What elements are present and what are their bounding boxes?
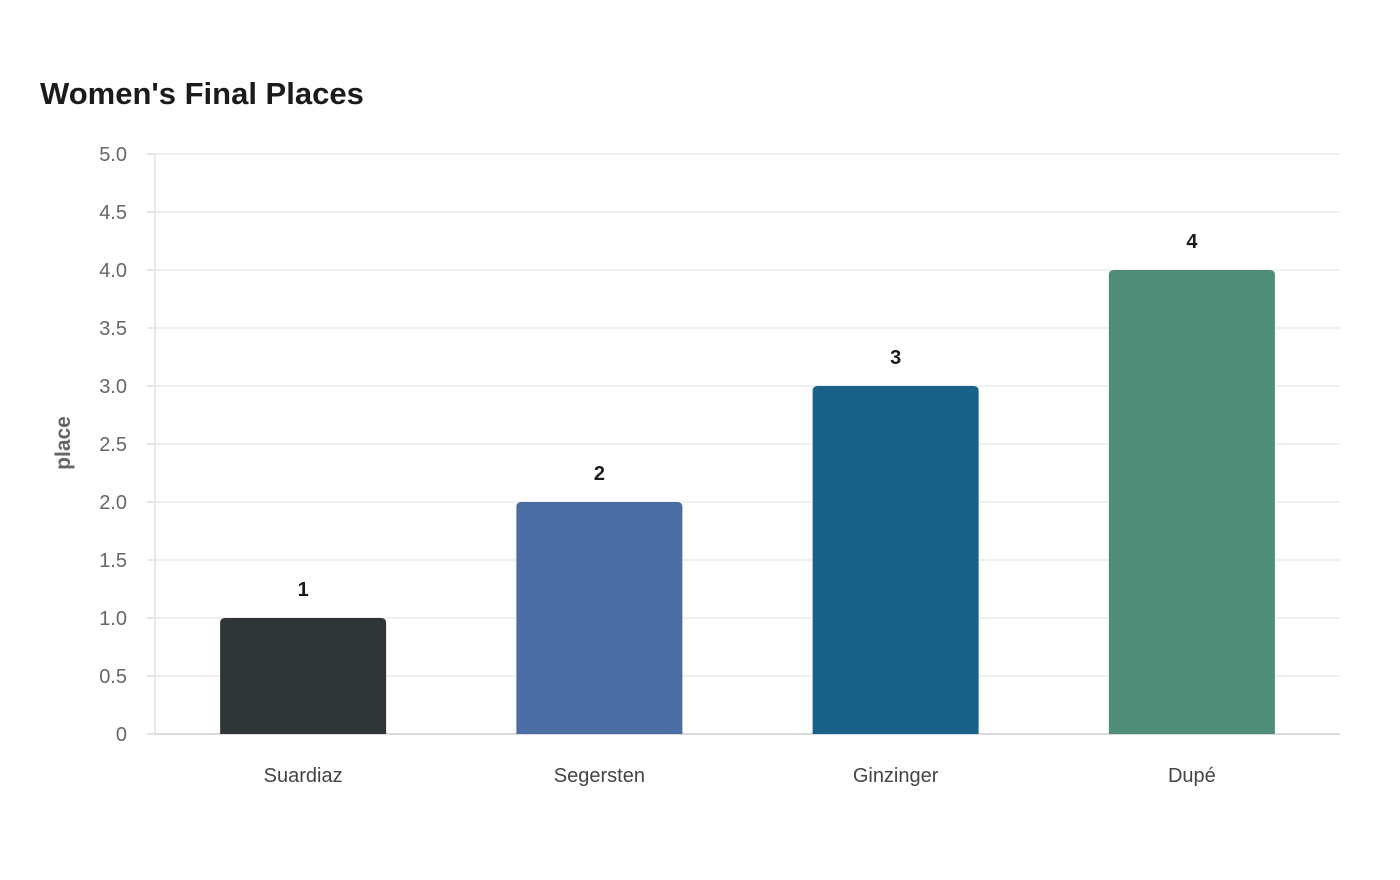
y-tick-label: 1.0 [99, 608, 127, 630]
y-tick-label: 2.0 [99, 492, 127, 514]
x-tick-label: Suardiaz [264, 765, 343, 787]
data-label: 3 [890, 347, 901, 369]
y-axis-title: place [52, 416, 75, 470]
y-tick-label: 0.5 [99, 666, 127, 688]
data-label: 4 [1186, 231, 1198, 253]
bar-suardiaz[interactable] [220, 618, 387, 734]
data-label: 1 [298, 579, 309, 601]
y-tick-label: 5.0 [99, 144, 127, 166]
bars [220, 270, 1275, 734]
bar-dup-[interactable] [1108, 270, 1275, 734]
y-tick-label: 1.5 [99, 550, 127, 572]
y-tick-label: 0 [116, 724, 127, 746]
y-tick-label: 2.5 [99, 434, 127, 456]
x-tick-label: Dupé [1168, 765, 1216, 787]
bar-ginzinger[interactable] [812, 386, 979, 734]
x-tick-label: Segersten [554, 765, 645, 787]
chart-title: Women's Final Places [40, 76, 364, 111]
x-tick-label: Ginzinger [853, 765, 939, 787]
y-tick-label: 3.5 [99, 318, 127, 340]
y-tick-label: 4.5 [99, 202, 127, 224]
y-tick-label: 4.0 [99, 260, 127, 282]
labels: 0 0.5 1.0 1.5 2.0 2.5 3.0 3.5 4.0 4.5 5.0 1 Suardiaz… [99, 144, 1216, 787]
bar-segersten[interactable] [516, 502, 683, 734]
data-label: 2 [594, 463, 605, 485]
y-tick-label: 3.0 [99, 376, 127, 398]
